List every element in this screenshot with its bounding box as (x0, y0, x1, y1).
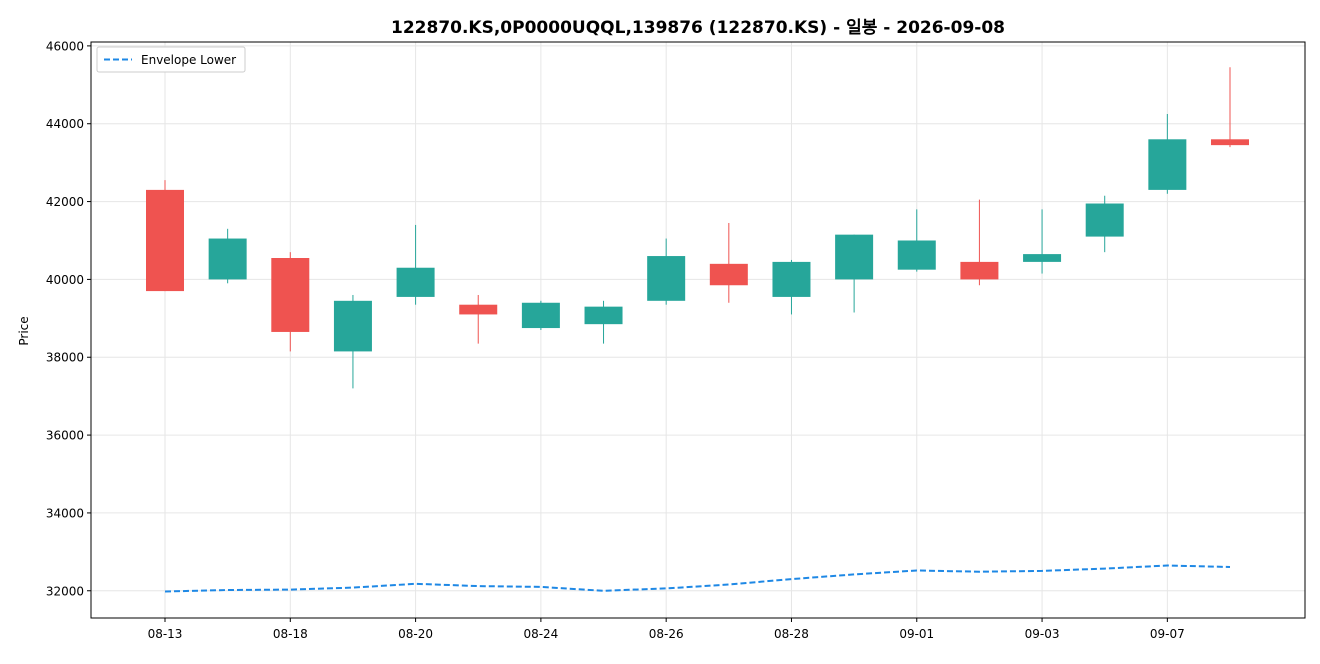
candle-body-up (1023, 254, 1062, 262)
y-tick-label: 36000 (46, 429, 84, 443)
chart-title: 122870.KS,0P0000UQQL,139876 (122870.KS) … (391, 18, 1005, 38)
x-tick-label: 08-26 (649, 627, 684, 641)
y-tick-label: 42000 (46, 195, 84, 209)
candle-body-up (1085, 203, 1124, 237)
grid (91, 42, 1305, 618)
candle-body-up (208, 238, 247, 280)
x-tick-label: 08-28 (774, 627, 809, 641)
candle-body-down (1211, 139, 1249, 146)
legend: Envelope Lower (96, 46, 246, 73)
candle-body-down (146, 189, 184, 292)
candle-body-up (897, 240, 936, 270)
candle-body-down (459, 304, 498, 315)
candle-body-up (521, 302, 560, 329)
candle-body-up (772, 261, 811, 297)
candles (146, 67, 1249, 389)
y-tick-label: 34000 (46, 506, 84, 520)
candle-body-down (709, 263, 748, 286)
x-tick-label: 08-18 (273, 627, 308, 641)
x-tick-label: 08-13 (148, 627, 183, 641)
envelope-lower-line (164, 564, 1231, 593)
candle-body-up (647, 256, 686, 301)
candle-body-up (1148, 139, 1187, 190)
candle-body-up (396, 267, 435, 297)
candle-body-up (333, 300, 372, 352)
plot-area-frame (90, 41, 1306, 619)
x-tick-label: 09-07 (1150, 627, 1185, 641)
legend-envelope-lower-label: Envelope Lower (141, 53, 236, 67)
x-tick-label: 09-01 (899, 627, 934, 641)
envelope-lower-series (164, 564, 1231, 593)
x-tick-label: 08-20 (398, 627, 433, 641)
axes: 32000 34000 36000 38000 40000 42000 44000 46000… (46, 39, 1185, 641)
candle-body-down (271, 258, 310, 332)
candle-body-up (835, 234, 874, 280)
x-tick-label: 08-24 (523, 627, 558, 641)
candle-body-down (960, 261, 999, 280)
candle-body-up (584, 306, 623, 325)
y-axis-label: Price (17, 316, 31, 345)
legend-box (96, 46, 246, 73)
y-tick-label: 46000 (46, 39, 84, 53)
y-tick-label: 32000 (46, 584, 84, 598)
y-tick-label: 40000 (46, 273, 84, 287)
x-tick-label: 09-03 (1025, 627, 1060, 641)
y-tick-label: 44000 (46, 117, 84, 131)
y-tick-label: 38000 (46, 351, 84, 365)
